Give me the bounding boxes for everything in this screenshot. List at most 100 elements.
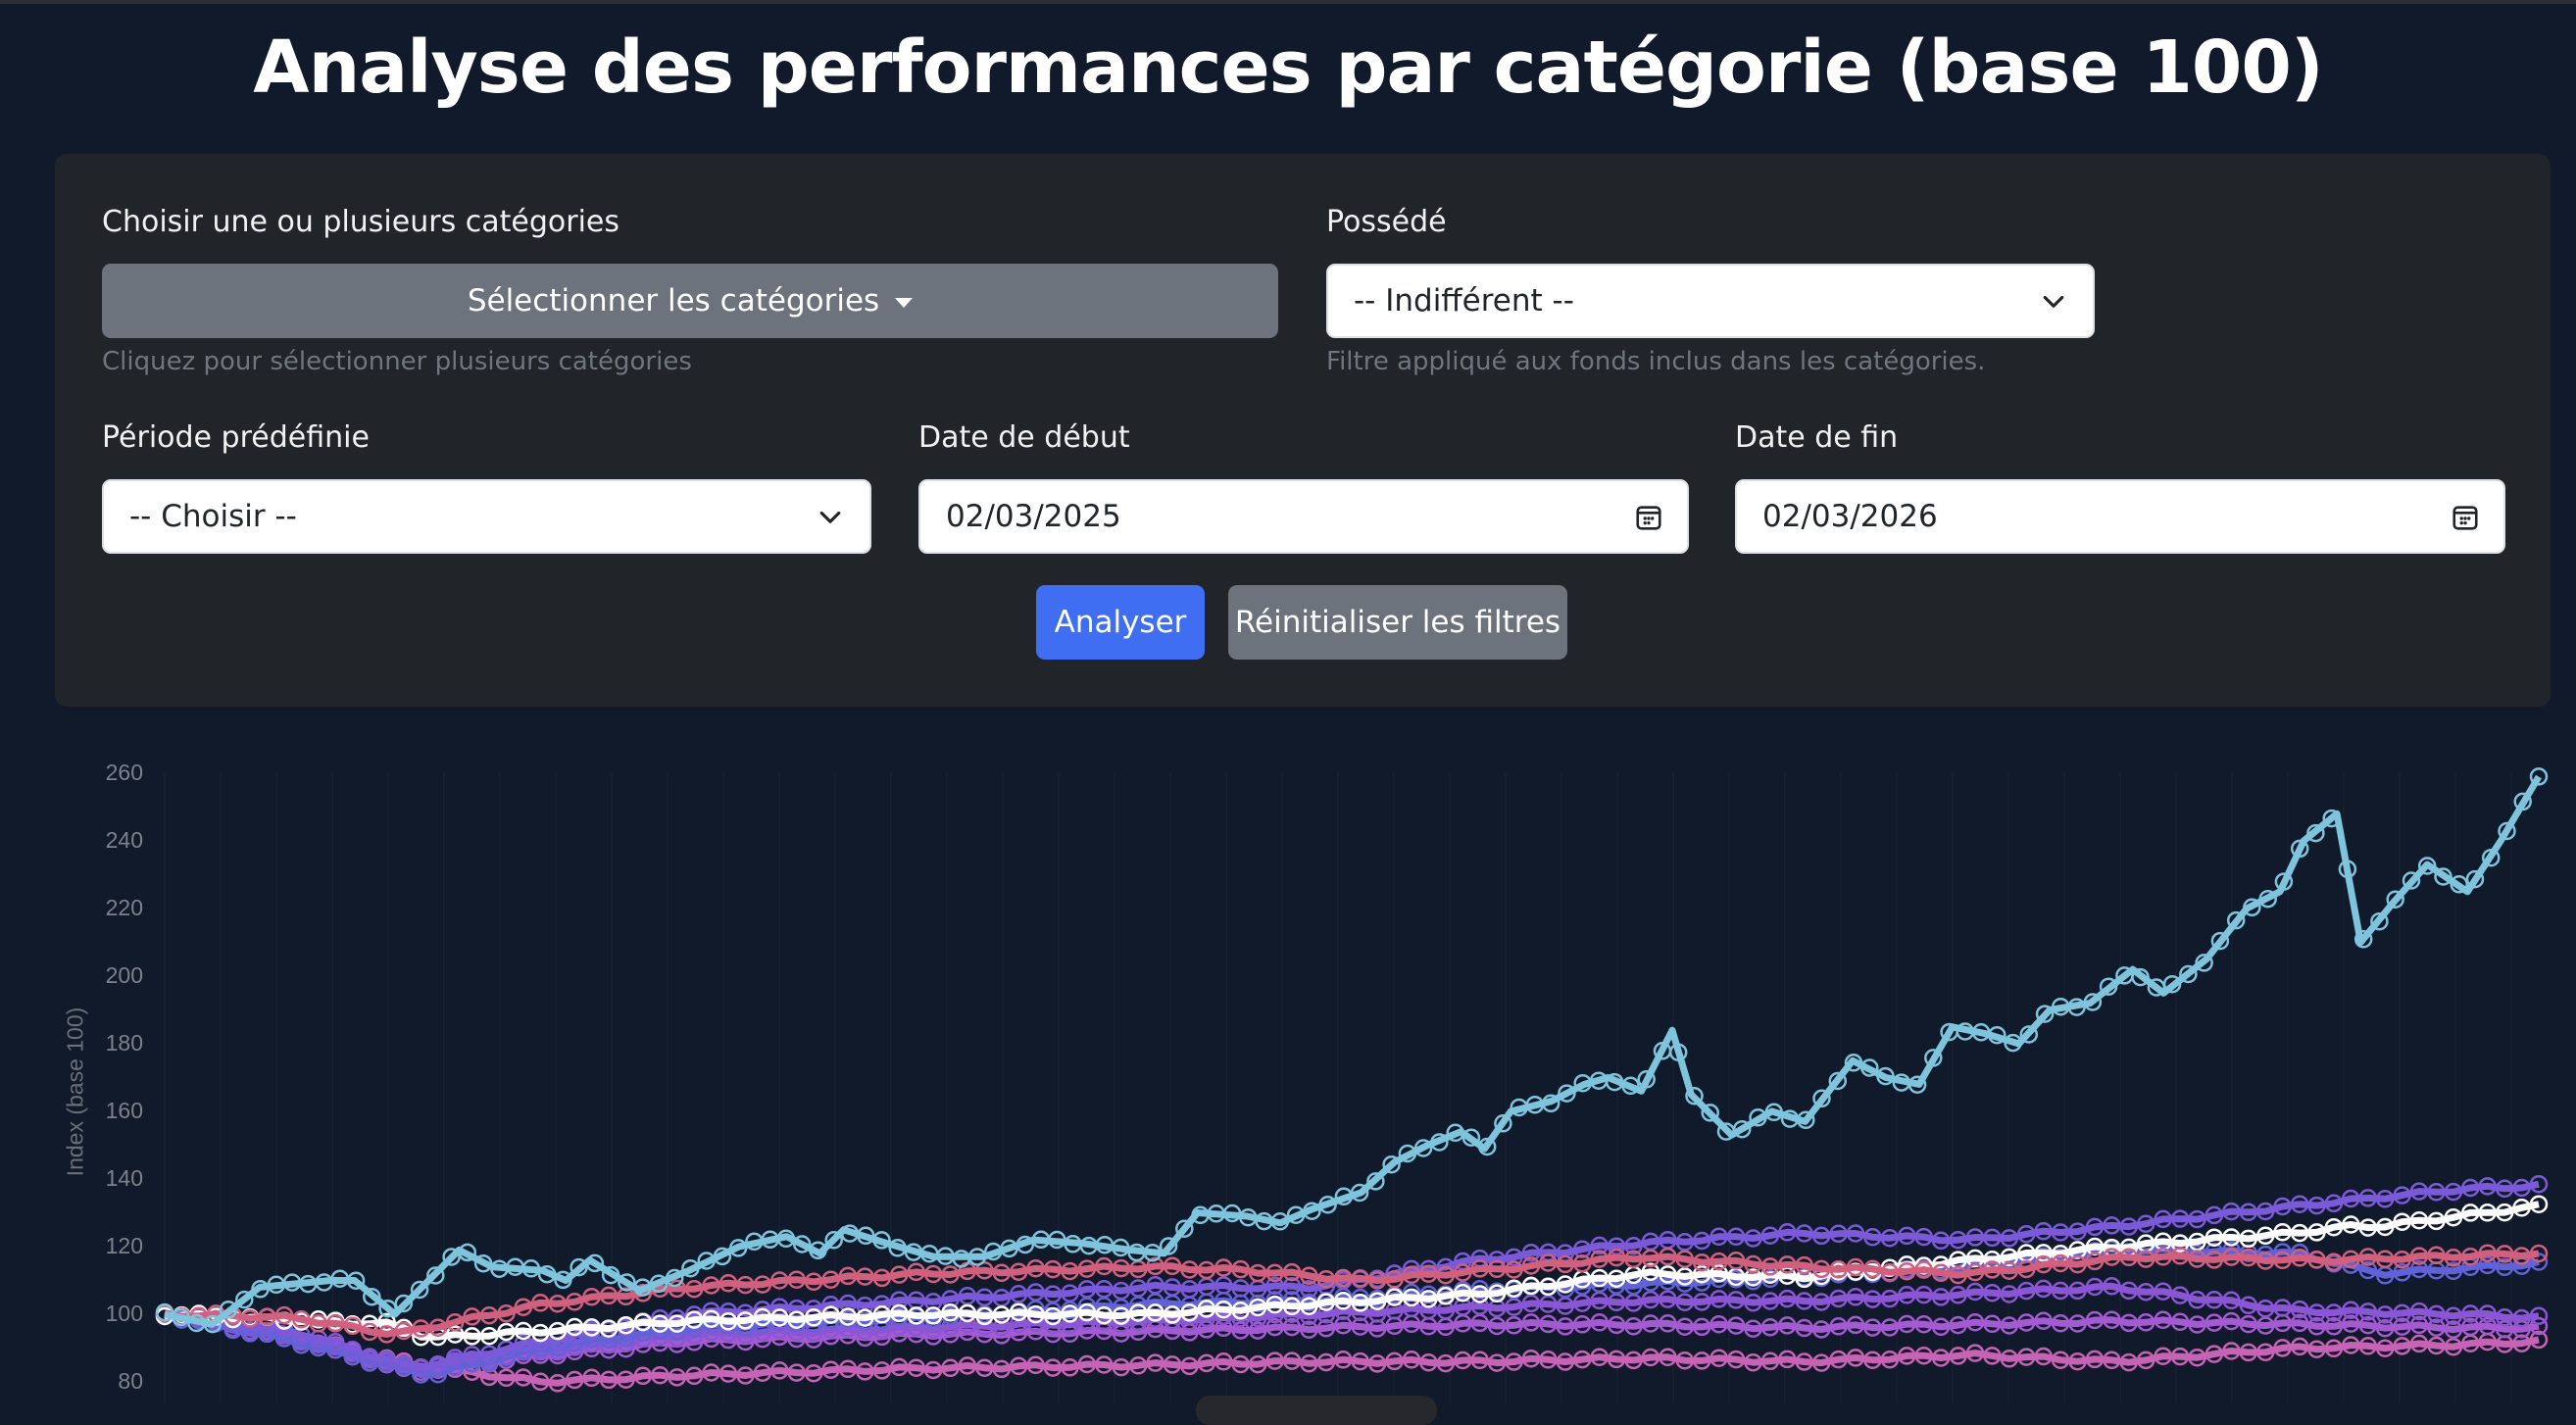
data-point-marker[interactable] [1454, 1263, 1472, 1282]
data-point-marker[interactable] [1159, 1237, 1178, 1255]
data-point-marker[interactable] [2204, 1228, 2224, 1247]
data-point-marker[interactable] [992, 1318, 1012, 1337]
data-point-marker[interactable] [1128, 1303, 1148, 1322]
data-point-marker[interactable] [2204, 1345, 2224, 1363]
data-point-marker[interactable] [1914, 1285, 1933, 1304]
data-point-marker[interactable] [1675, 1293, 1695, 1311]
data-point-marker[interactable] [479, 1305, 499, 1325]
data-point-marker[interactable] [1402, 1351, 1421, 1369]
data-point-marker[interactable] [1931, 1263, 1951, 1283]
data-point-marker[interactable] [2461, 1178, 2480, 1198]
data-point-marker[interactable] [1382, 1155, 1401, 1174]
data-point-marker[interactable] [2324, 1303, 2344, 1322]
data-point-marker[interactable] [702, 1309, 720, 1328]
data-point-marker[interactable] [1316, 1304, 1336, 1324]
data-point-marker[interactable] [1282, 1351, 1302, 1370]
data-point-marker[interactable] [651, 1314, 669, 1333]
data-point-marker[interactable] [1590, 1313, 1609, 1332]
data-point-marker[interactable] [2051, 1253, 2070, 1273]
data-point-marker[interactable] [1744, 1254, 1762, 1274]
data-point-marker[interactable] [2179, 964, 2198, 984]
data-point-marker[interactable] [838, 1294, 858, 1313]
data-point-marker[interactable] [1709, 1227, 1728, 1247]
data-point-marker[interactable] [1505, 1279, 1523, 1298]
data-point-marker[interactable] [1505, 1248, 1523, 1267]
data-point-marker[interactable] [1898, 1261, 1916, 1281]
data-point-marker[interactable] [394, 1321, 414, 1341]
data-point-marker[interactable] [2034, 1311, 2053, 1330]
data-point-marker[interactable] [2255, 1202, 2275, 1221]
data-point-marker[interactable] [1914, 1346, 1933, 1365]
data-point-marker[interactable] [651, 1365, 669, 1385]
data-point-marker[interactable] [1659, 1314, 1677, 1333]
data-point-marker[interactable] [235, 1290, 254, 1309]
data-point-marker[interactable] [1477, 1137, 1497, 1156]
data-point-marker[interactable] [2051, 1351, 2070, 1369]
data-point-marker[interactable] [2529, 1244, 2549, 1263]
data-point-marker[interactable] [1398, 1144, 1417, 1163]
data-point-marker[interactable] [2461, 1204, 2480, 1222]
data-point-marker[interactable] [2324, 1194, 2344, 1213]
data-point-marker[interactable] [1637, 1070, 1656, 1089]
data-point-marker[interactable] [1112, 1357, 1131, 1377]
data-point-marker[interactable] [2290, 1249, 2309, 1267]
data-point-marker[interactable] [1692, 1317, 1711, 1337]
data-point-marker[interactable] [1009, 1356, 1028, 1376]
data-point-marker[interactable] [1880, 1263, 1900, 1282]
data-point-marker[interactable] [2273, 1222, 2292, 1242]
data-point-marker[interactable] [1965, 1228, 1985, 1247]
data-point-marker[interactable] [1726, 1252, 1746, 1270]
data-point-marker[interactable] [1965, 1312, 1985, 1332]
data-point-marker[interactable] [1419, 1264, 1438, 1283]
data-point-marker[interactable] [1965, 1344, 1985, 1362]
data-point-marker[interactable] [1300, 1297, 1318, 1315]
data-point-marker[interactable] [2170, 1347, 2190, 1366]
data-point-marker[interactable] [1367, 1271, 1387, 1290]
data-point-marker[interactable] [1436, 1265, 1456, 1285]
data-point-marker[interactable] [1163, 1355, 1182, 1374]
data-point-marker[interactable] [2353, 930, 2373, 949]
data-point-marker[interactable] [463, 1307, 481, 1326]
data-point-marker[interactable] [2322, 809, 2341, 828]
data-point-marker[interactable] [410, 1280, 429, 1300]
data-point-marker[interactable] [2409, 1302, 2429, 1321]
data-point-marker[interactable] [1402, 1265, 1421, 1285]
data-point-marker[interactable] [2051, 1313, 2070, 1333]
data-point-marker[interactable] [2358, 1337, 2378, 1355]
data-point-marker[interactable] [617, 1370, 635, 1389]
data-point-marker[interactable] [2136, 1282, 2155, 1302]
data-point-marker[interactable] [1898, 1347, 1916, 1365]
data-point-marker[interactable] [2307, 1251, 2326, 1269]
data-point-marker[interactable] [2051, 1281, 2070, 1301]
data-point-marker[interactable] [975, 1306, 994, 1326]
data-point-marker[interactable] [2444, 1337, 2463, 1356]
data-point-marker[interactable] [377, 1325, 396, 1344]
data-point-marker[interactable] [2136, 1250, 2155, 1268]
data-point-marker[interactable] [1334, 1351, 1353, 1369]
data-point-marker[interactable] [2154, 1310, 2172, 1330]
data-point-marker[interactable] [2402, 871, 2421, 890]
data-point-marker[interactable] [923, 1306, 943, 1325]
data-point-marker[interactable] [2068, 1281, 2087, 1301]
data-point-marker[interactable] [1795, 1292, 1813, 1310]
data-point-marker[interactable] [2162, 974, 2182, 994]
data-point-marker[interactable] [684, 1366, 704, 1386]
data-point-marker[interactable] [548, 1321, 568, 1341]
data-point-marker[interactable] [702, 1276, 720, 1295]
data-point-marker[interactable] [975, 1288, 994, 1306]
data-point-marker[interactable] [325, 1333, 345, 1351]
data-point-marker[interactable] [2386, 890, 2404, 909]
data-point-marker[interactable] [1829, 1289, 1848, 1308]
data-point-marker[interactable] [2306, 823, 2325, 843]
data-point-marker[interactable] [1983, 1228, 2002, 1248]
data-point-marker[interactable] [2495, 1257, 2514, 1277]
data-point-marker[interactable] [1009, 1314, 1028, 1334]
data-point-marker[interactable] [2307, 1340, 2326, 1358]
data-point-marker[interactable] [2170, 1209, 2190, 1228]
data-point-marker[interactable] [2273, 1197, 2292, 1216]
data-point-marker[interactable] [890, 1357, 909, 1377]
data-point-marker[interactable] [1983, 1283, 2002, 1302]
data-point-marker[interactable] [2529, 767, 2549, 786]
data-point-marker[interactable] [1077, 1259, 1097, 1278]
data-point-marker[interactable] [412, 1358, 430, 1377]
